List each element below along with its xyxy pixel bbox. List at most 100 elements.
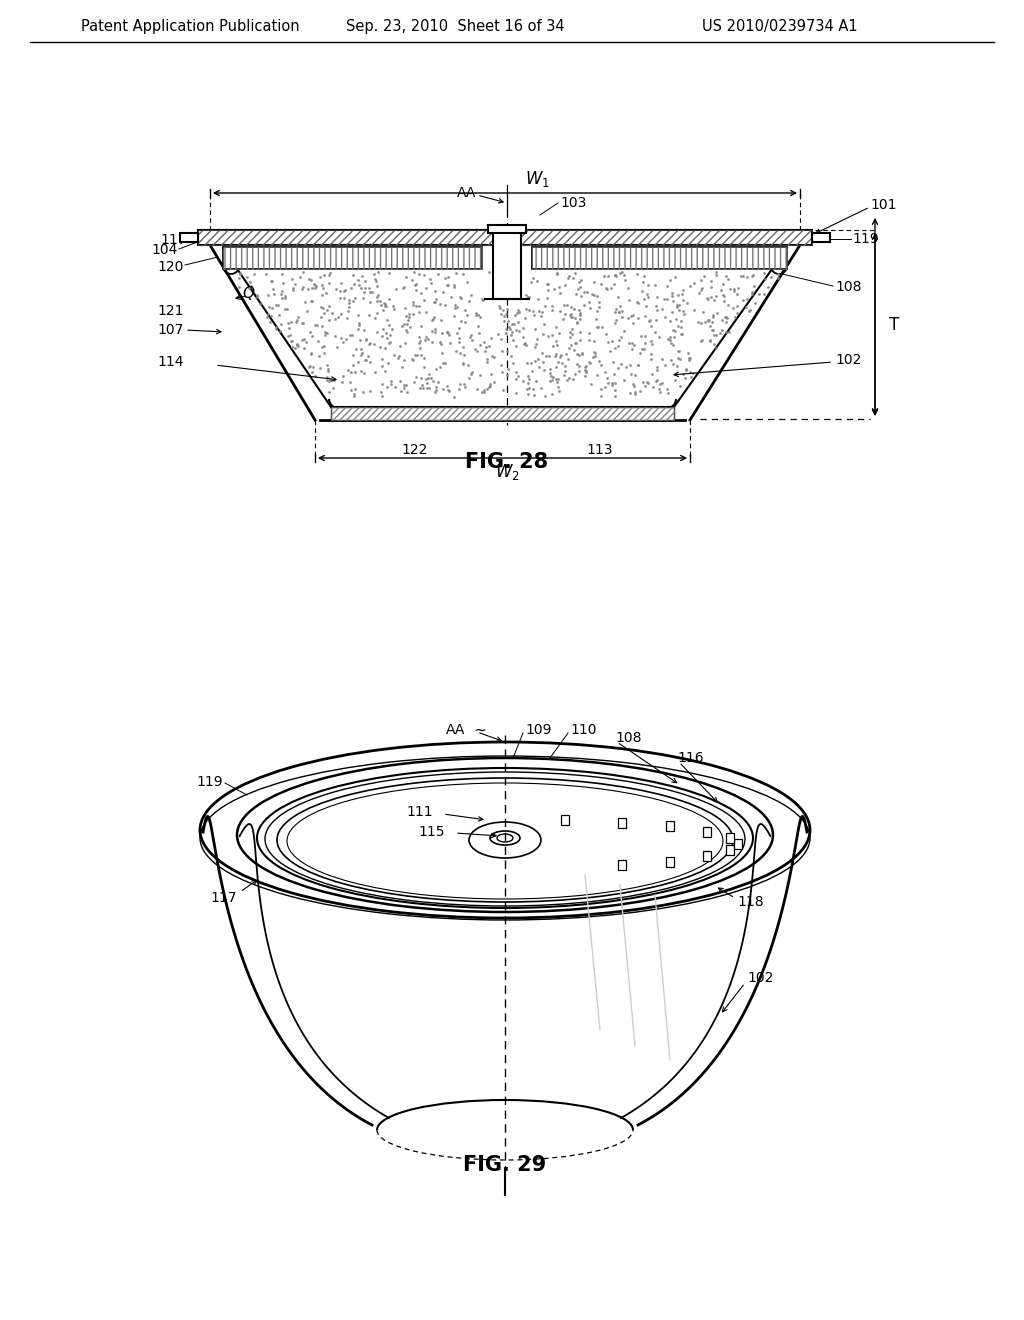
Point (743, 281, 760, 302)
Point (665, 319, 681, 341)
Point (442, 333, 459, 354)
Point (419, 372, 435, 393)
Point (626, 375, 642, 396)
Point (604, 351, 621, 372)
Point (374, 326, 390, 347)
Point (709, 325, 725, 346)
Point (515, 371, 531, 392)
Point (468, 302, 484, 323)
Point (289, 335, 305, 356)
Point (352, 345, 369, 366)
Point (440, 275, 457, 296)
Point (273, 264, 290, 285)
Point (282, 317, 298, 338)
Bar (331, 407, 674, 420)
Point (455, 337, 471, 358)
Point (640, 372, 656, 393)
Text: Sep. 23, 2010  Sheet 16 of 34: Sep. 23, 2010 Sheet 16 of 34 (346, 20, 564, 34)
Point (505, 329, 521, 350)
Point (651, 374, 668, 395)
Point (617, 269, 634, 290)
Point (586, 284, 602, 305)
Point (578, 360, 594, 381)
Text: 116: 116 (677, 751, 703, 766)
Point (433, 322, 450, 343)
Point (400, 310, 417, 331)
Text: 111: 111 (407, 805, 433, 818)
Point (370, 261, 386, 282)
Point (622, 383, 638, 404)
Point (284, 337, 300, 358)
Point (406, 261, 422, 282)
Point (346, 362, 362, 383)
Point (304, 277, 321, 298)
Text: $W_1$: $W_1$ (524, 169, 550, 189)
Point (427, 289, 443, 310)
Point (691, 282, 708, 304)
Point (670, 315, 686, 337)
Point (594, 317, 610, 338)
Point (469, 341, 485, 362)
Point (625, 305, 641, 326)
Point (579, 281, 595, 302)
Point (423, 272, 439, 293)
Point (622, 289, 638, 310)
Point (563, 334, 580, 355)
Bar (488, 224, 526, 234)
Point (428, 379, 444, 400)
Point (562, 326, 579, 347)
Point (358, 350, 375, 371)
Point (550, 368, 566, 389)
Text: 107: 107 (158, 323, 184, 337)
Point (318, 300, 335, 321)
Point (460, 354, 476, 375)
Bar (198, 230, 812, 246)
Point (369, 322, 385, 343)
Point (419, 378, 435, 399)
Point (260, 285, 276, 306)
Point (745, 276, 762, 297)
Point (739, 289, 756, 310)
Point (284, 330, 300, 351)
Point (623, 363, 639, 384)
Point (432, 293, 449, 314)
Point (327, 309, 343, 330)
Point (296, 338, 312, 359)
Point (404, 350, 421, 371)
Point (464, 329, 480, 350)
Point (334, 371, 350, 392)
Point (718, 265, 734, 286)
Point (281, 326, 297, 347)
Point (511, 321, 527, 342)
Point (287, 273, 303, 294)
Point (679, 293, 695, 314)
Point (726, 281, 742, 302)
Point (482, 327, 499, 348)
Point (376, 293, 392, 314)
Point (390, 347, 407, 368)
Point (367, 269, 383, 290)
Point (636, 339, 652, 360)
Point (278, 298, 294, 319)
Point (361, 277, 378, 298)
Point (307, 275, 324, 296)
Point (499, 298, 515, 319)
Bar (617, 861, 626, 870)
Point (232, 263, 249, 284)
Point (522, 352, 539, 374)
Point (504, 322, 520, 343)
Point (341, 292, 357, 313)
Point (568, 284, 585, 305)
Point (670, 341, 686, 362)
Point (294, 279, 310, 300)
Point (701, 329, 718, 350)
Point (557, 275, 573, 296)
Point (345, 290, 361, 312)
Point (432, 309, 449, 330)
Point (503, 325, 519, 346)
Point (607, 310, 624, 331)
Point (624, 333, 640, 354)
Point (534, 378, 550, 399)
Point (307, 366, 324, 387)
Point (713, 280, 729, 301)
